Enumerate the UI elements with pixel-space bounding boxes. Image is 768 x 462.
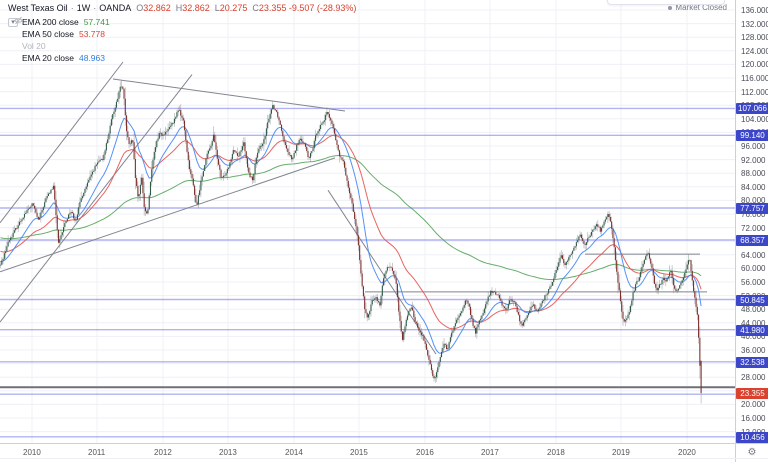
price-tick-label: 88.000 <box>741 169 766 179</box>
eye-slash-icon[interactable] <box>13 16 24 25</box>
price-tick-label: 40.000 <box>741 332 766 342</box>
price-line-label[interactable]: 68.357 <box>736 234 768 246</box>
market-status-label: Market Closed <box>675 3 727 12</box>
price-line-label[interactable]: 32.538 <box>736 356 768 368</box>
ohlc-field-value: 23.355 <box>258 3 287 13</box>
price-tick-label: 124.000 <box>741 46 768 56</box>
chart-pane[interactable]: West Texas Oil · 1W · OANDA O32.862 H32.862 L20… <box>0 0 735 443</box>
ohlc-field-value: 32.862 <box>182 3 210 13</box>
time-tick-label: 2016 <box>416 448 434 457</box>
legend-value: 57.741 <box>83 17 110 27</box>
price-tick-label: 72.000 <box>741 223 766 233</box>
legend-label: EMA 20 close <box>22 53 74 63</box>
ohlc-field-label: C <box>252 3 259 13</box>
separator-dot: · <box>93 3 97 13</box>
indicator-legend: ▾ EMA 200 close 57.741 EMA 50 close 53.778 Vo… <box>8 16 110 64</box>
bottom-divider <box>0 458 768 459</box>
price-tick-label: 28.000 <box>741 373 766 383</box>
price-line-label[interactable]: 41.980 <box>736 324 768 336</box>
legend-row-ema-20-close[interactable]: EMA 20 close 48.963 <box>8 52 110 64</box>
price-line-label[interactable]: 99.140 <box>736 130 768 142</box>
price-tick-label: 136.000 <box>741 6 768 15</box>
change-value: -9.507 (-28.93%) <box>288 3 357 13</box>
market-status-dot-icon <box>668 5 673 10</box>
legend-label: Vol 20 <box>22 41 46 51</box>
legend-label: EMA 200 close <box>22 17 79 27</box>
axis-settings-corner[interactable]: ⚙ <box>735 443 768 462</box>
time-tick-label: 2014 <box>285 448 303 457</box>
price-tick-label: 84.000 <box>741 182 766 192</box>
price-tick-label: 36.000 <box>741 346 766 355</box>
price-tick-label: 96.000 <box>741 142 766 151</box>
time-tick-label: 2019 <box>612 448 630 457</box>
interval-label[interactable]: 1W <box>76 3 91 13</box>
price-axis[interactable]: 136.000 132.000 128.000 124.000 120.000 116.0… <box>735 0 768 443</box>
legend-label: EMA 50 close <box>22 29 74 39</box>
time-tick-label: 2011 <box>88 448 106 457</box>
ohlc-field-label: L <box>214 3 220 13</box>
price-line-label[interactable]: 10.456 <box>736 431 768 443</box>
legend-row-ema-50-close[interactable]: EMA 50 close 53.778 <box>8 28 110 40</box>
price-tick-label: 56.000 <box>741 278 766 287</box>
price-tick-label: 116.000 <box>741 74 768 83</box>
price-tick-label: 60.000 <box>741 264 766 274</box>
price-tick-label: 48.000 <box>741 305 766 315</box>
time-axis[interactable]: 2010 2011 2012 2013 2014 2015 2016 2017 2018 2019… <box>0 443 735 462</box>
time-tick-label: 2010 <box>23 448 41 457</box>
time-tick-label: 2013 <box>219 448 237 457</box>
last-price-label[interactable]: 23.355 <box>736 387 768 399</box>
price-tick-label: 112.000 <box>741 87 768 97</box>
market-status: Market Closed <box>668 3 727 12</box>
price-line-label[interactable]: 50.845 <box>736 294 768 306</box>
time-tick-label: 2012 <box>154 448 172 457</box>
ohlc-field-label: O <box>136 3 144 13</box>
ohlc-values: O32.862 H32.862 L20.275 C23.355 <box>131 3 286 13</box>
price-tick-label: 44.000 <box>741 318 766 328</box>
price-tick-label: 120.000 <box>741 60 768 70</box>
floating-toolbar-partial[interactable] <box>607 0 725 5</box>
gear-icon[interactable]: ⚙ <box>747 447 757 458</box>
price-tick-label: 20.000 <box>741 400 766 410</box>
ohlc-field-value: 32.862 <box>143 3 171 13</box>
price-tick-label: 16.000 <box>741 414 766 423</box>
time-tick-label: 2020 <box>678 448 696 457</box>
price-line-label[interactable]: 107.066 <box>736 103 768 115</box>
chart-canvas[interactable] <box>0 0 735 443</box>
price-tick-label: 132.000 <box>741 19 768 29</box>
separator-dot: · <box>70 3 74 13</box>
price-tick-label: 92.000 <box>741 155 766 165</box>
ohlc-field-value: 20.275 <box>219 3 248 13</box>
legend-value: 48.963 <box>78 53 105 63</box>
chart-header: West Texas Oil · 1W · OANDA O32.862 H32.862 L20… <box>8 3 356 13</box>
legend-value: 53.778 <box>78 29 105 39</box>
ohlc-field-label: H <box>175 3 183 13</box>
price-tick-label: 104.000 <box>741 114 768 124</box>
time-tick-label: 2015 <box>350 448 368 457</box>
time-tick-label: 2017 <box>481 448 499 457</box>
price-line-label[interactable]: 77.757 <box>736 203 768 215</box>
price-tick-label: 128.000 <box>741 33 768 43</box>
legend-row-vol-20[interactable]: Vol 20 <box>8 16 110 52</box>
exchange-label[interactable]: OANDA <box>99 3 132 13</box>
price-tick-label: 80.000 <box>741 196 766 206</box>
price-tick-label: 76.000 <box>741 210 766 219</box>
price-tick-label: 64.000 <box>741 250 766 260</box>
time-tick-label: 2018 <box>547 448 565 457</box>
symbol-title[interactable]: West Texas Oil <box>8 3 68 13</box>
